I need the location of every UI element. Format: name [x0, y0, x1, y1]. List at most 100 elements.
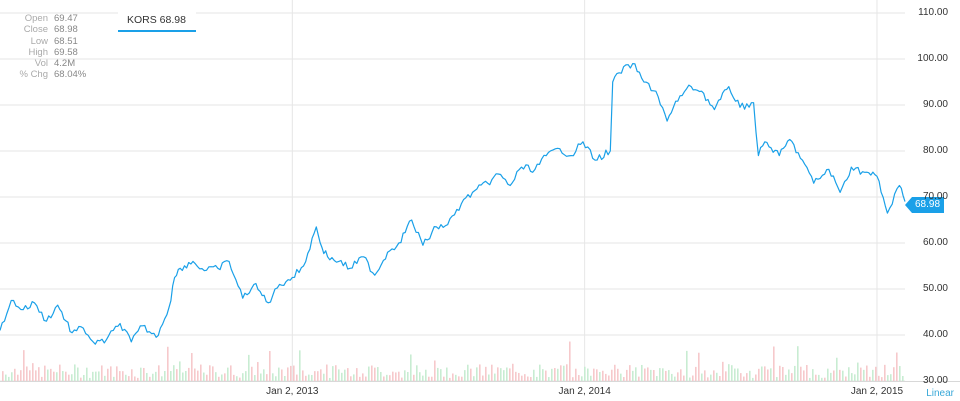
volume-bar — [509, 368, 511, 381]
volume-bar — [239, 377, 241, 381]
volume-bar — [695, 366, 697, 381]
volume-bar — [278, 367, 280, 381]
volume-bar — [269, 351, 271, 381]
volume-bar — [809, 377, 811, 381]
volume-bar — [158, 365, 160, 381]
volume-bar — [440, 369, 442, 381]
scale-toggle[interactable]: Linear — [926, 388, 954, 399]
volume-bar — [59, 364, 61, 381]
volume-bar — [545, 370, 547, 381]
stat-label: Open — [24, 13, 48, 24]
volume-bar — [812, 369, 814, 381]
stat-label: Low — [30, 35, 48, 47]
volume-bar — [749, 370, 751, 381]
volume-bar — [77, 367, 79, 381]
volume-bar — [347, 368, 349, 381]
volume-bar — [464, 370, 466, 381]
volume-bar — [770, 368, 772, 381]
volume-bar — [125, 374, 127, 381]
volume-bar — [758, 368, 760, 381]
volume-bar — [320, 369, 322, 381]
volume-bar — [710, 374, 712, 381]
volume-bar — [50, 368, 52, 381]
volume-bar — [107, 368, 109, 381]
stat-value: 4.2M — [54, 58, 76, 70]
volume-bar — [353, 374, 355, 381]
ticker-tab[interactable]: KORS 68.98 — [118, 10, 196, 32]
stat-label: Vol — [34, 58, 48, 70]
volume-bar — [83, 374, 85, 381]
volume-bar — [458, 376, 460, 381]
volume-bar — [563, 365, 565, 381]
volume-bar — [137, 377, 139, 381]
volume-bar — [341, 372, 343, 381]
volume-bar — [272, 373, 274, 381]
y-tick-label: 60.00 — [922, 237, 948, 248]
volume-bar — [689, 377, 691, 381]
volume-bar — [875, 366, 877, 381]
volume-bar — [845, 376, 847, 381]
volume-bar — [260, 373, 262, 381]
volume-bar — [152, 373, 154, 381]
volume-bar — [38, 367, 40, 381]
volume-bar — [224, 373, 226, 381]
stat-label: % Chg — [19, 69, 48, 81]
volume-bar — [326, 364, 328, 381]
volume-bar — [491, 364, 493, 381]
volume-bar — [620, 373, 622, 381]
volume-bar — [788, 369, 790, 381]
volume-bar — [134, 376, 136, 381]
volume-bar — [650, 369, 652, 381]
volume-bar — [398, 371, 400, 381]
volume-bar — [317, 371, 319, 381]
volume-bar — [146, 372, 148, 381]
volume-bar — [629, 365, 631, 381]
volume-bar — [329, 377, 331, 381]
volume-bar — [878, 375, 880, 381]
volume-bar — [35, 370, 37, 381]
volume-bar — [839, 369, 841, 381]
volume-bar — [647, 367, 649, 381]
volume-bar — [164, 371, 166, 381]
volume-bar — [293, 365, 295, 381]
volume-bar — [680, 369, 682, 381]
volume-bar — [191, 353, 193, 381]
volume-bar — [389, 375, 391, 381]
volume-bar — [455, 374, 457, 381]
volume-bar — [884, 364, 886, 381]
volume-bar — [2, 371, 4, 381]
volume-bar — [290, 365, 292, 381]
volume-bar — [227, 367, 229, 381]
volume-bar — [902, 375, 904, 381]
volume-bar — [683, 375, 685, 381]
volume-bar — [167, 346, 169, 381]
volume-bar — [641, 364, 643, 381]
volume-bar — [542, 369, 544, 381]
volume-bar — [698, 352, 700, 381]
volume-bar — [113, 376, 115, 381]
volume-bar — [515, 371, 517, 381]
volume-bar — [824, 377, 826, 381]
y-tick-label: 110.00 — [918, 7, 948, 18]
volume-bar — [587, 368, 589, 381]
volume-bar — [281, 369, 283, 381]
stat-row: Open 69.47 — [6, 13, 86, 24]
volume-bar — [479, 364, 481, 381]
volume-bar — [617, 368, 619, 381]
volume-bar — [725, 371, 727, 381]
volume-bar — [887, 375, 889, 381]
volume-bar — [494, 373, 496, 381]
volume-bar — [443, 376, 445, 381]
volume-bar — [284, 376, 286, 381]
volume-bar — [122, 371, 124, 381]
volume-bar — [140, 367, 142, 381]
volume-bar — [275, 376, 277, 381]
volume-bar — [506, 367, 508, 381]
volume-bar — [17, 374, 19, 381]
volume-bar — [686, 350, 688, 381]
volume-bar — [29, 370, 31, 381]
volume-bar — [578, 375, 580, 381]
stat-row: Low 68.51 — [6, 36, 86, 47]
volume-bar — [536, 376, 538, 381]
volume-bar — [203, 372, 205, 381]
